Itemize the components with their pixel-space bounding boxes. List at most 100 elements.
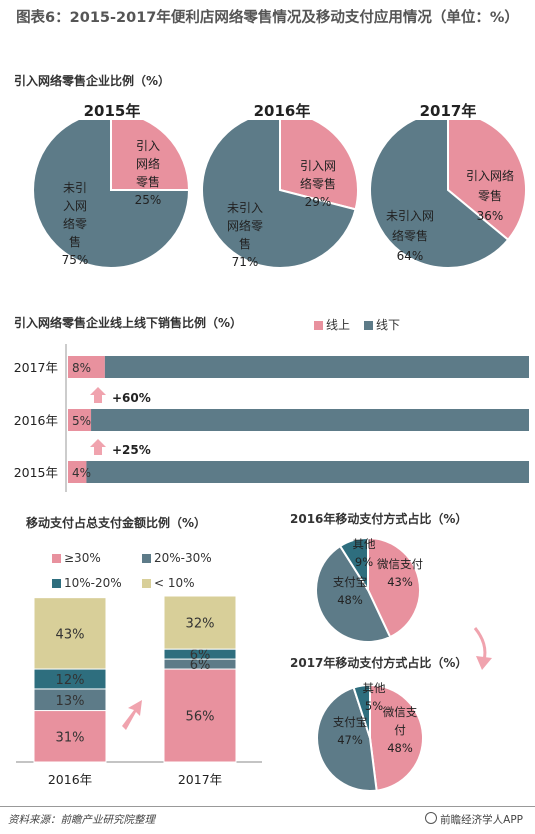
pie-2016-year: 2016年: [253, 102, 311, 120]
legend-lt10-label: < 10%: [154, 576, 195, 590]
down-arrow-head-icon: [476, 656, 492, 670]
row-year-1: 2016年: [14, 413, 58, 428]
paypie2016-slice-0: [367, 536, 421, 639]
growth-label-0: +60%: [112, 391, 151, 405]
pie0-in-label-3: 25%: [135, 193, 162, 207]
legend-offline: 线下: [364, 316, 400, 333]
stack-1-label-2: 6%: [190, 648, 211, 663]
legend-offline-label: 线下: [376, 318, 401, 332]
stack-year-1: 2017年: [178, 772, 222, 787]
legend-20-30-label: 20%-30%: [154, 551, 212, 565]
pie0-in-label-2: 零售: [136, 174, 160, 189]
section2-title: 引入网络零售企业线上线下销售比例（%）: [14, 316, 243, 330]
legend-ge30-swatch: [52, 554, 61, 563]
stack-0-label-1: 13%: [56, 694, 85, 709]
pie2-out-label-0: 未引入网: [386, 209, 434, 223]
legend-10-20-swatch: [52, 579, 61, 588]
pie-2-slice-1: [369, 120, 510, 269]
bar-online-label-1: 5%: [72, 414, 91, 428]
pie-2015-year: 2015年: [83, 102, 141, 120]
paypie2016-slice-2: [338, 536, 369, 594]
pie-2-slice-0: [447, 120, 527, 242]
pie-2016-payment-title: 2016年移动支付方式占比（%）: [290, 512, 468, 526]
pie1-out-label-1: 网络零: [227, 218, 263, 233]
bar-online-0: [68, 356, 105, 378]
legend-10-20-label: 10%-20%: [64, 576, 122, 590]
brand-text: 前瞻经济学人APP: [440, 814, 523, 826]
bar-offline-1: [91, 409, 530, 431]
stack-year-0: 2016年: [48, 772, 92, 787]
mobile-payment-share-stacked-bars: 31% 13% 12% 43% 2016年 56% 6%6% 32% 2017年: [16, 596, 262, 787]
paypie2016-wechat-label-1: 43%: [387, 575, 413, 589]
row-year-0: 2017年: [14, 360, 58, 375]
pie1-in-label-2: 29%: [305, 195, 332, 209]
bar-offline-2: [86, 461, 529, 483]
paypie2017-wechat-label-0: 微信支: [383, 705, 418, 719]
brand-label: 前瞻经济学人APP: [425, 812, 523, 827]
stack-1-label-1: 6%: [190, 658, 211, 673]
paypie2016-other-label-1: 9%: [355, 555, 373, 569]
pie-0-slice-0: [110, 120, 191, 191]
pie1-out-label-2: 售: [239, 236, 251, 251]
pie2-in-label-2: 36%: [477, 209, 504, 223]
page-title: 图表6：2015-2017年便利店网络零售情况及移动支付应用情况（单位：%）: [16, 10, 519, 26]
pie1-in-label-1: 络零售: [300, 176, 336, 191]
stack-1-label-3: 32%: [186, 617, 215, 632]
pie0-out-label-3: 售: [69, 234, 81, 249]
pie0-in-label-0: 引入: [136, 139, 160, 153]
pie-2017-year: 2017年: [419, 102, 477, 120]
bar-online-label-2: 4%: [72, 466, 91, 480]
paypie2016-alipay-label-1: 48%: [337, 593, 363, 607]
bar-offline-0: [104, 356, 529, 378]
pie0-out-label-1: 入网: [63, 199, 87, 213]
legend-ge30-label: ≥30%: [64, 551, 101, 565]
legend-online-swatch: [314, 321, 323, 330]
legend-offline-swatch: [364, 321, 373, 330]
paypie2017-wechat-label-1: 付: [394, 723, 406, 737]
pie-row-penetration: 引入网络零售25%未引入网络零售75%引入网络零售29%未引入网络零售71%引入…: [32, 120, 527, 269]
online-offline-bar-chart: 2017年 8% 2016年 5% 2015年 4% +60% +25%: [14, 344, 530, 492]
stack-0-label-0: 31%: [56, 730, 85, 745]
paypie2017-wechat-label-2: 48%: [387, 741, 413, 755]
down-arrow-icon: [473, 627, 487, 661]
legend-lt10-swatch: [142, 579, 151, 588]
pie1-out-label-3: 71%: [232, 255, 259, 269]
growth-arrow-icon-0: [90, 387, 106, 403]
pie0-in-label-1: 网络: [136, 156, 160, 171]
paypie2017-slice-0: [369, 683, 424, 792]
pie2-in-label-1: 零售: [478, 188, 502, 203]
paypie2016-alipay-label-0: 支付宝: [333, 575, 368, 589]
stack-0-label-2: 12%: [56, 673, 85, 688]
legend-20-30: 20%-30%: [142, 551, 212, 565]
source-note: 资料来源：前瞻产业研究院整理: [8, 814, 155, 826]
brand-logo-icon: [425, 812, 438, 824]
bar-online-label-0: 8%: [72, 361, 91, 375]
pie-2017-payment-title: 2017年移动支付方式占比（%）: [290, 656, 468, 670]
paypie2017-other-label-0: 其他: [363, 681, 386, 695]
legend-ge30: ≥30%: [52, 551, 101, 565]
pie1-in-label-0: 引入网: [300, 159, 336, 173]
legend-online: 线上: [314, 316, 350, 333]
growth-arrow-icon-1: [90, 439, 106, 455]
pie-1-slice-1: [201, 120, 357, 269]
stack-1-seg-3: [163, 596, 237, 650]
stack-0-seg-0: [33, 710, 107, 763]
paypie2016-other-label-0: 其他: [353, 537, 376, 551]
pie0-out-label-2: 络零: [63, 216, 87, 231]
stack-0-label-3: 43%: [56, 627, 85, 642]
pie2-out-label-2: 64%: [397, 249, 424, 263]
pie0-out-label-4: 75%: [62, 253, 89, 267]
section3-title: 移动支付占总支付金额比例（%）: [26, 516, 207, 530]
pie-0-slice-1: [32, 120, 191, 269]
stack-1-label-0: 56%: [186, 710, 215, 725]
pie2-in-label-0: 引入网络: [466, 168, 514, 183]
pie1-out-label-0: 未引入: [227, 201, 263, 215]
pie0-out-label-0: 未引: [63, 181, 87, 195]
paypie2016-slice-1: [314, 544, 392, 643]
row-year-2: 2015年: [14, 465, 58, 480]
paypie2017-alipay-label-1: 47%: [337, 733, 363, 747]
paypie2017-other-label-1: 5%: [365, 699, 383, 713]
paypie2016-wechat-label-0: 微信支付: [377, 557, 423, 571]
trend-arrow-icon: [122, 700, 142, 730]
footer-divider: [0, 806, 535, 807]
